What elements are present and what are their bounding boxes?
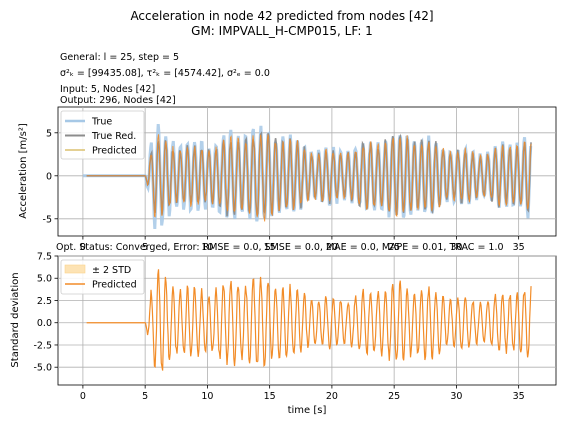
acceleration-y-ticks: -5 0 5	[43, 128, 58, 225]
std-x-ticks: 0 5 10 15 20 25 30 35	[80, 385, 525, 402]
figure-title-line1: Acceleration in node 42 predicted from n…	[130, 9, 433, 23]
y-tick-label: 5.0	[37, 274, 52, 285]
y-tick-label: 2.5	[37, 296, 52, 307]
x-tick-label: 25	[388, 242, 400, 253]
acceleration-legend: True True Red. Predicted	[60, 110, 145, 160]
series-line-predicted	[86, 134, 532, 222]
y-tick-label: -2.5	[33, 340, 52, 351]
acceleration-series	[82, 123, 533, 229]
series-line-predicted	[86, 269, 532, 371]
x-tick-label: 5	[142, 242, 148, 253]
info-general: General: l = 25, step = 5	[60, 52, 179, 63]
x-tick-label: 35	[513, 242, 525, 253]
info-input: Input: 5, Nodes [42]	[60, 84, 155, 95]
x-tick-label: 35	[513, 391, 525, 402]
info-variances: σ²ₖ = [99435.08], τ²ₖ = [4574.42], σ²ₑ =…	[60, 68, 270, 79]
y-tick-label: 0	[46, 171, 52, 182]
x-tick-label: 10	[201, 242, 213, 253]
legend-std-band-label: ± 2 STD	[92, 265, 131, 276]
legend-std-band-swatch	[64, 264, 86, 274]
x-tick-label: 15	[264, 391, 276, 402]
x-tick-label: 30	[450, 242, 462, 253]
x-tick-label: 15	[264, 242, 276, 253]
legend-predicted-label: Predicted	[92, 146, 137, 157]
std-y-ticks: -5.0 -2.5 0.0 2.5 5.0 7.5	[33, 252, 58, 374]
std-x-axis-label: time [s]	[288, 405, 327, 416]
std-legend: ± 2 STD Predicted	[60, 259, 145, 295]
legend-true-label: True	[91, 117, 112, 128]
legend-true-red-label: True Red.	[91, 131, 136, 142]
x-tick-label: 0	[80, 242, 86, 253]
std-panel: -5.0 -2.5 0.0 2.5 5.0 7.5 0 5 10 15 20 25 30 35 Stan…	[10, 252, 557, 416]
y-tick-label: -5.0	[33, 363, 52, 374]
optimization-status: Opt. Status: Converged, Error: RMSE = 0.…	[56, 242, 504, 253]
x-tick-label: 0	[80, 391, 86, 402]
acceleration-panel: -505 0 5 10 15 20 25 30 35 Acceleration [m/s²] …	[18, 106, 557, 253]
y-tick-label: -5	[43, 214, 52, 225]
std-series	[86, 269, 532, 371]
std-y-axis-label: Standard deviation	[10, 272, 21, 367]
acceleration-x-ticks: 0 5 10 15 20 25 30 35	[80, 236, 525, 253]
info-output: Output: 296, Nodes [42]	[60, 95, 176, 106]
x-tick-label: 30	[450, 391, 462, 402]
legend-std-predicted-label: Predicted	[92, 280, 137, 291]
x-tick-label: 5	[142, 391, 148, 402]
acceleration-legend-box	[60, 110, 145, 160]
acceleration-y-axis-label: Acceleration [m/s²]	[18, 123, 29, 219]
y-tick-label: 0.0	[37, 318, 52, 329]
x-tick-label: 25	[388, 391, 400, 402]
x-tick-label: 10	[201, 391, 213, 402]
x-tick-label: 20	[326, 391, 338, 402]
x-tick-label: 20	[326, 242, 338, 253]
y-tick-label: 7.5	[37, 252, 52, 263]
y-tick-label: 5	[46, 128, 52, 139]
figure-title-line2: GM: IMPVALL_H-CMP015, LF: 1	[191, 24, 373, 38]
